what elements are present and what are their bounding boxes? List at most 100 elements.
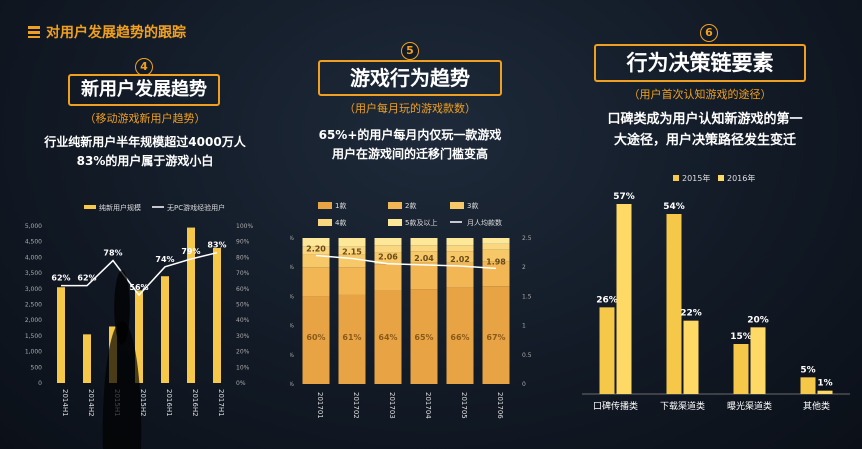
panel-desc-1: 行业纯新用户半年规模超过4000万人 (44, 135, 246, 149)
y-left-tick: 3,000 (25, 286, 42, 293)
legend-label: 4款 (335, 218, 346, 227)
panel-desc-2: 用户在游戏间的迁移门槛变高 (331, 147, 488, 161)
data-label: 79% (181, 247, 200, 256)
y-right-tick: 0% (236, 380, 246, 387)
stacked-segment (302, 246, 330, 255)
stacked-segment (482, 249, 510, 262)
stacked-segment (410, 238, 438, 246)
panel-new-users: 4 新用户发展趋势 （移动游戏新用户趋势） 行业纯新用户半年规模超过4000万人… (0, 0, 290, 449)
stacked-segment (446, 251, 474, 263)
stacked-segment (410, 289, 438, 384)
stacked-segment (410, 245, 438, 252)
panel-badge: 6 (700, 24, 718, 42)
panel-game-behavior: 5 游戏行为趋势 （用户每月玩的游戏款数） 65%+的用户每月内仅玩一款游戏 用… (290, 0, 560, 449)
x-tick-label: 口碑传播类 (593, 400, 638, 412)
y-left-tick: 4,500 (25, 239, 42, 246)
x-tick-label: 其他类 (803, 400, 830, 412)
line-label: 2.04 (414, 254, 434, 263)
stacked-segment (302, 238, 330, 247)
y-right-tick: 2 (522, 264, 526, 271)
stacked-segment (410, 262, 438, 290)
y-left-tick: 40% (290, 323, 294, 330)
bar (683, 320, 699, 394)
legend-swatch (388, 219, 402, 226)
bar (666, 214, 682, 394)
stacked-segment (338, 294, 366, 384)
legend-swatch (318, 202, 332, 209)
stacked-segment (374, 264, 402, 291)
panel-desc-1: 65%+的用户每月内仅玩一款游戏 (318, 128, 502, 142)
y-right-tick: 80% (236, 254, 250, 261)
bar (599, 307, 615, 394)
x-tick-label: 2016H1 (165, 389, 173, 417)
stacked-segment (446, 287, 474, 384)
panel-desc-1: 口碑类成为用户认知新游戏的第一 (607, 112, 803, 127)
bottom-label: 66% (450, 333, 469, 342)
data-label: 74% (155, 255, 174, 264)
y-right-tick: 50% (236, 302, 250, 309)
y-right-tick: 60% (236, 286, 250, 293)
y-left-tick: 4,000 (25, 254, 42, 261)
legend-swatch-bar (84, 205, 96, 209)
y-left-tick: 2,500 (25, 302, 42, 309)
legend-swatch (673, 175, 679, 181)
stacked-segment (410, 251, 438, 263)
stacked-segment (374, 238, 402, 246)
y-right-tick: 100% (236, 223, 253, 230)
x-tick-label: 201705 (460, 392, 468, 419)
x-tick-label: 201702 (352, 392, 360, 419)
data-label: 20% (747, 315, 769, 325)
data-label: 57% (613, 192, 635, 202)
x-tick-label: 201706 (496, 392, 504, 419)
legend-label: 3款 (467, 201, 478, 210)
data-label: 62% (51, 274, 70, 283)
bar (161, 276, 169, 383)
series-line (315, 254, 497, 270)
chart-decision-chain: 2015年 2016年 26% 57% 口碑传播类 54% 22% 下载渠道类 15% 20% 曝光… (582, 173, 850, 412)
panel-heading: 新用户发展趋势 (68, 74, 220, 106)
legend-label-bar: 纯新用户规模 (99, 203, 141, 212)
stacked-segment (482, 286, 510, 384)
chart-game-behavior: 1款 2款 3款 4款 5款及以上 月人均款数 0% 20% 40% 60% 80% 100% 0 0.5… (290, 201, 532, 419)
legend-swatch (388, 202, 402, 209)
y-left-tick: 20% (290, 352, 294, 359)
line-label: 2.15 (342, 247, 362, 256)
panel-desc-2: 大途径，用户决策路径发生变迁 (613, 133, 796, 148)
legend-swatch (450, 202, 464, 209)
legend-label-line: 无PC游戏经验用户 (167, 203, 225, 212)
legend-label: 5款及以上 (405, 218, 437, 227)
bottom-label: 60% (306, 333, 325, 342)
data-label: 1% (817, 379, 832, 389)
x-tick-label: 2017H1 (217, 389, 225, 417)
data-label: 15% (730, 332, 752, 342)
x-tick-label: 2016H2 (191, 389, 199, 417)
y-left-tick: 80% (290, 264, 294, 271)
y-left-tick: 2,000 (25, 317, 42, 324)
presenter-silhouette (92, 260, 152, 449)
bottom-label: 64% (378, 333, 397, 342)
panel-desc-2: 83%的用户属于游戏小白 (76, 154, 214, 168)
panel-subtitle: （用户每月玩的游戏款数） (344, 102, 476, 115)
y-left-tick: 0% (290, 381, 294, 388)
slide-title-text: 对用户发展趋势的跟踪 (46, 25, 186, 41)
line-label: 1.98 (486, 257, 506, 266)
y-right-tick: 10% (236, 364, 250, 371)
panel-badge: 5 (401, 42, 419, 60)
panel-subtitle: （用户首次认知游戏的途径） (628, 88, 772, 101)
y-right-tick: 30% (236, 333, 250, 340)
bar (750, 327, 766, 394)
bottom-label: 67% (486, 333, 505, 342)
stacked-segment (338, 267, 366, 295)
bottom-label: 61% (342, 333, 361, 342)
y-right-tick: 40% (236, 317, 250, 324)
line-label: 2.20 (306, 245, 326, 254)
bar (800, 377, 816, 394)
bar (616, 204, 632, 394)
legend-label: 2015年 (682, 173, 710, 183)
x-tick-label: 201703 (388, 392, 396, 419)
x-tick-label: 201701 (316, 392, 324, 419)
line-label: 2.06 (378, 253, 398, 262)
data-label: 78% (103, 249, 122, 258)
y-right-tick: 1 (522, 323, 526, 330)
stacked-segment (374, 252, 402, 265)
